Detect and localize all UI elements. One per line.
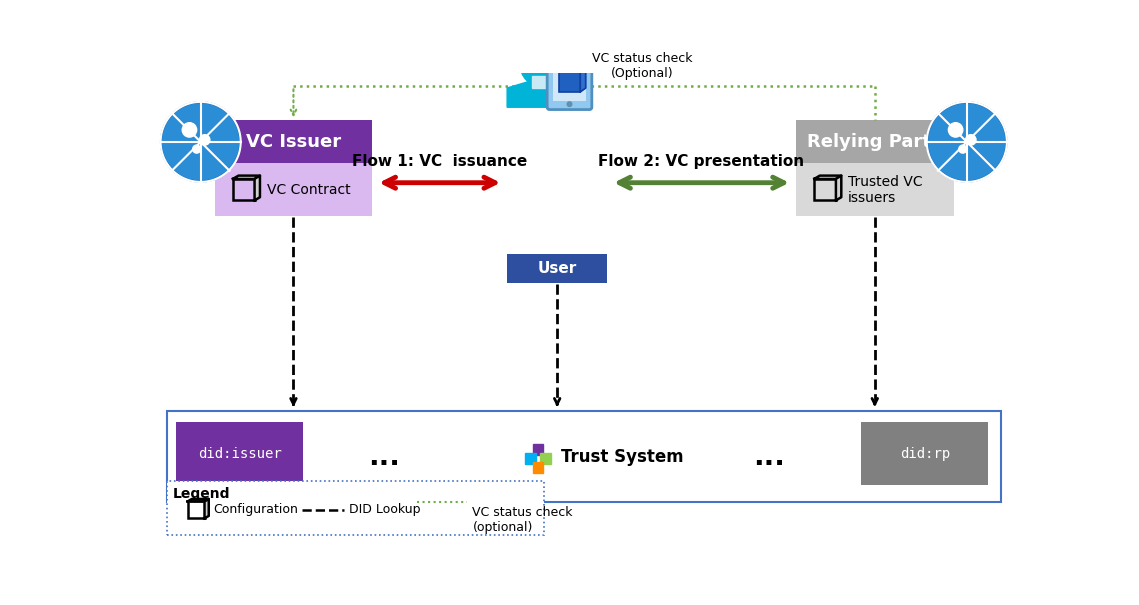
Polygon shape [580, 67, 585, 92]
Polygon shape [205, 499, 208, 518]
Polygon shape [188, 499, 208, 502]
Text: VC Contract: VC Contract [267, 183, 351, 197]
FancyBboxPatch shape [861, 422, 989, 485]
Text: Flow 1: VC  issuance: Flow 1: VC issuance [352, 154, 527, 169]
Circle shape [928, 104, 1005, 180]
FancyBboxPatch shape [547, 50, 592, 110]
Circle shape [959, 145, 967, 153]
FancyBboxPatch shape [214, 163, 372, 216]
Bar [525, 453, 535, 464]
FancyBboxPatch shape [166, 481, 544, 535]
Circle shape [161, 102, 240, 182]
Text: did:issuer: did:issuer [198, 446, 281, 461]
Circle shape [199, 135, 210, 145]
Text: VC status check
(optional): VC status check (optional) [473, 506, 573, 534]
Circle shape [192, 145, 200, 153]
Text: Configuration: Configuration [213, 503, 298, 517]
Text: VC Issuer: VC Issuer [246, 133, 341, 151]
Text: ...: ... [368, 443, 400, 471]
Text: ...: ... [753, 443, 785, 471]
Circle shape [521, 44, 564, 87]
Text: Relying Party: Relying Party [808, 133, 943, 151]
Circle shape [567, 102, 572, 106]
Text: DID Lookup: DID Lookup [350, 503, 420, 517]
Bar [554, 61, 585, 101]
Bar [533, 443, 543, 454]
Bar [532, 76, 547, 88]
Polygon shape [233, 175, 260, 179]
Text: did:rp: did:rp [900, 446, 950, 461]
FancyBboxPatch shape [796, 120, 953, 163]
FancyBboxPatch shape [796, 163, 953, 216]
Circle shape [966, 135, 976, 145]
Polygon shape [254, 175, 260, 200]
Text: Legend: Legend [173, 487, 230, 501]
Polygon shape [836, 175, 842, 200]
Polygon shape [559, 70, 580, 92]
Text: Trusted VC
issuers: Trusted VC issuers [849, 174, 923, 204]
Circle shape [949, 123, 962, 137]
Text: VC status check
(Optional): VC status check (Optional) [592, 52, 693, 80]
FancyBboxPatch shape [214, 120, 372, 163]
Circle shape [927, 102, 1007, 182]
Circle shape [163, 104, 239, 180]
Bar [540, 453, 551, 464]
Text: Flow 2: VC presentation: Flow 2: VC presentation [598, 154, 804, 169]
FancyBboxPatch shape [507, 253, 607, 283]
Text: Trust System: Trust System [562, 448, 683, 466]
Polygon shape [814, 175, 842, 179]
Polygon shape [559, 67, 585, 70]
Bar [533, 462, 543, 473]
Text: User: User [538, 261, 576, 276]
Polygon shape [507, 79, 554, 107]
Circle shape [182, 123, 197, 137]
FancyBboxPatch shape [166, 411, 1001, 502]
FancyBboxPatch shape [177, 422, 303, 485]
